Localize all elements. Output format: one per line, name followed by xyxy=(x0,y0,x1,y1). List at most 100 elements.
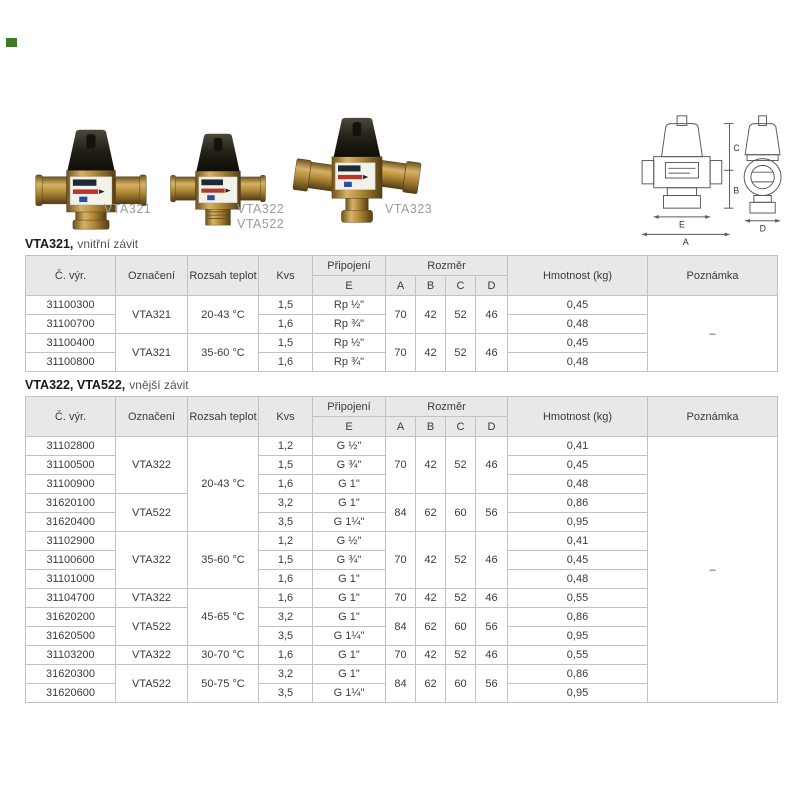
table-row: 31620600 3,5 G 1¼" 0,95 xyxy=(25,683,778,703)
spec-table-vta322-522: Č. výr. Označení Rozsah teplot Kvs Připojení… xyxy=(25,396,779,703)
cell: 62 xyxy=(415,607,446,646)
cell: 70 xyxy=(385,295,416,334)
cell: 20-43 °C xyxy=(187,295,259,334)
col-header: Kvs xyxy=(258,396,313,437)
cell: 0,45 xyxy=(507,333,649,353)
cell: 84 xyxy=(385,493,416,532)
cell: Rp ½" xyxy=(312,333,386,353)
table-row: 31103200 VTA322 30-70 °C 1,6 G 1" 70 42 52 46 0,5… xyxy=(25,645,778,665)
cell: 1,2 xyxy=(258,531,313,551)
col-subheader: B xyxy=(415,416,446,437)
col-subheader: D xyxy=(474,275,509,296)
cell: G 1" xyxy=(312,607,386,627)
cell: 62 xyxy=(415,493,446,532)
table-row: 31620200 VTA522 3,2 G 1" 84 62 60 56 0,86 xyxy=(25,607,778,646)
cell: 1,6 xyxy=(258,645,313,665)
table-row: 31102900 VTA322 35-60 °C 1,2 G ½" 70 42 52 46 0,4… xyxy=(25,531,778,589)
cell: 3,2 xyxy=(258,607,313,627)
col-header: Rozsah teplot xyxy=(187,396,259,437)
table-row: 31102800 VTA322 20-43 °C 1,2 G ½" 70 42 52 46 0,4… xyxy=(25,436,779,703)
valve-photo-vta323 xyxy=(292,117,422,223)
table-row: 31620300 VTA522 50-75 °C 3,2 G 1" 84 62 60 56 0,8… xyxy=(25,664,778,703)
cell: 0,41 xyxy=(507,436,649,456)
cell: 3,2 xyxy=(258,664,313,684)
cell: 84 xyxy=(385,607,416,646)
section-title-thread-type: vnitřní závit xyxy=(77,237,139,251)
cell: 0,86 xyxy=(507,493,649,513)
cell: 0,86 xyxy=(507,607,649,627)
cell: G 1" xyxy=(312,474,386,494)
col-header: Hmotnost (kg) xyxy=(507,255,649,296)
table-row: 31100600 1,5 G ¾" 0,45 xyxy=(25,550,778,570)
cell: 0,95 xyxy=(507,512,649,532)
col-subheader: A xyxy=(385,416,416,437)
cell: 42 xyxy=(415,436,446,494)
cell: G 1" xyxy=(312,664,386,684)
col-header: Poznámka xyxy=(647,255,779,296)
cell: 52 xyxy=(445,295,476,334)
cell: 31100400 xyxy=(25,333,116,353)
cell: 0,48 xyxy=(507,314,649,334)
cell: G 1¼" xyxy=(312,626,386,646)
cell: 45-65 °C xyxy=(187,588,259,646)
cell: 31100600 xyxy=(25,550,116,570)
cell: 52 xyxy=(445,436,476,494)
table-row: 31620400 3,5 G 1¼" 0,95 xyxy=(25,512,778,532)
col-header: Č. výr. xyxy=(25,396,116,437)
table-row: 31100400 VTA321 35-60 °C 1,5 Rp ½" 70 42 52 46 0,… xyxy=(25,333,778,372)
cell: 1,5 xyxy=(258,550,313,570)
cell: 31104700 xyxy=(25,588,116,608)
cell: 56 xyxy=(474,607,509,646)
cell: VTA322 xyxy=(115,436,188,494)
cell: G 1¼" xyxy=(312,683,386,703)
cell: 0,48 xyxy=(507,474,649,494)
product-label-vta323: VTA323 xyxy=(385,202,432,217)
col-subheader: D xyxy=(474,416,509,437)
cell: 84 xyxy=(385,664,416,703)
cell: 60 xyxy=(445,493,476,532)
cell: 0,45 xyxy=(507,295,649,315)
col-header: Rozsah teplot xyxy=(187,255,259,296)
col-header: Označení xyxy=(115,396,188,437)
cell: 31100800 xyxy=(25,352,116,372)
cell: 42 xyxy=(415,645,446,665)
cell: 1,5 xyxy=(258,455,313,475)
cell: 46 xyxy=(474,531,509,589)
cell: 46 xyxy=(474,295,509,334)
cell: 35-60 °C xyxy=(187,333,259,372)
cell: 42 xyxy=(415,333,446,372)
col-header: Připojení xyxy=(312,396,386,417)
cell: 42 xyxy=(415,531,446,589)
cell: 30-70 °C xyxy=(187,645,259,665)
dim-label-e: E xyxy=(679,220,685,230)
cell: 3,5 xyxy=(258,626,313,646)
product-label-text: VTA323 xyxy=(385,202,433,216)
product-label-vta322-522: VTA322 VTA522 xyxy=(237,202,284,232)
valve-photo-vta322 xyxy=(170,133,266,226)
product-label-text: VTA522 xyxy=(237,217,285,231)
cell: 60 xyxy=(445,664,476,703)
cell: 31100500 xyxy=(25,455,116,475)
dim-label-c: C xyxy=(733,143,739,153)
col-subheader: C xyxy=(445,275,476,296)
cell: 1,5 xyxy=(258,333,313,353)
cell: 1,5 xyxy=(258,295,313,315)
spec-table-vta321: Č. výr. Označení Rozsah teplot Kvs Připojení… xyxy=(25,255,779,372)
col-header: Č. výr. xyxy=(25,255,116,296)
cell: 0,55 xyxy=(507,645,649,665)
cell: 52 xyxy=(445,333,476,372)
col-header: Kvs xyxy=(258,255,313,296)
cell: 31620200 xyxy=(25,607,116,627)
valve-photo-vta321 xyxy=(35,129,147,230)
cell: VTA522 xyxy=(115,493,188,532)
cell: 56 xyxy=(474,664,509,703)
cell: 31100700 xyxy=(25,314,116,334)
cell: 3,2 xyxy=(258,493,313,513)
cell: 1,6 xyxy=(258,314,313,334)
cell: VTA322 xyxy=(115,645,188,665)
col-subheader: E xyxy=(312,416,386,437)
cell: VTA522 xyxy=(115,664,188,703)
cell: 31100900 xyxy=(25,474,116,494)
cell: 0,45 xyxy=(507,455,649,475)
